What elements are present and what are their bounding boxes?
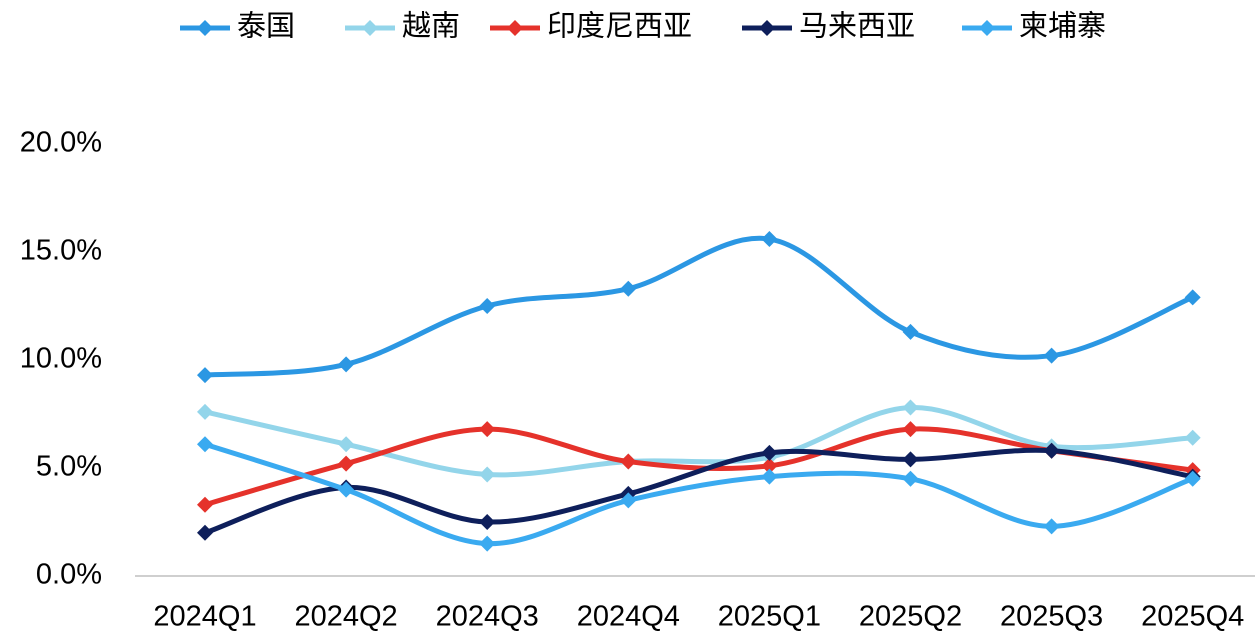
marker [761, 468, 778, 485]
x-tick-label: 2024Q3 [436, 601, 539, 633]
marker [479, 298, 496, 314]
marker [197, 496, 213, 513]
marker [197, 524, 213, 541]
y-tick-label: 10.0% [20, 343, 102, 375]
marker [761, 457, 778, 474]
legend-label: 印度尼西亚 [547, 10, 692, 43]
marker [197, 403, 213, 420]
marker [1184, 289, 1201, 306]
marker [338, 356, 355, 373]
marker [338, 455, 355, 472]
marker [479, 514, 496, 530]
legend-label: 柬埔寨 [1019, 10, 1106, 43]
marker [761, 444, 778, 461]
legend-marker [507, 20, 523, 36]
marker [1043, 518, 1060, 535]
legend-label: 泰国 [237, 10, 295, 43]
marker [620, 453, 637, 470]
legend-marker [759, 20, 775, 36]
x-tick-label: 2024Q2 [294, 601, 397, 633]
marker [902, 399, 919, 416]
marker [197, 367, 213, 384]
marker [1043, 442, 1060, 459]
legend-label: 越南 [402, 10, 460, 43]
marker [761, 231, 778, 248]
x-tick-label: 2024Q1 [153, 601, 256, 633]
y-tick-label: 20.0% [20, 127, 102, 159]
legend-marker [979, 20, 995, 36]
y-tick-label: 0.0% [36, 559, 102, 591]
legend-marker [197, 20, 213, 36]
legend-marker [362, 20, 378, 36]
x-tick-label: 2025Q2 [859, 601, 962, 633]
series-line [202, 447, 1196, 536]
marker [1184, 470, 1201, 487]
marker [479, 421, 496, 438]
marker [479, 466, 496, 483]
series-line [202, 426, 1196, 508]
marker [902, 470, 919, 487]
marker [620, 492, 637, 509]
marker [479, 535, 496, 552]
marker [1184, 429, 1201, 446]
marker [197, 436, 213, 453]
marker [902, 451, 919, 468]
legend-label: 马来西亚 [799, 11, 915, 43]
series-line [202, 405, 1196, 478]
marker [902, 421, 919, 438]
x-tick-label: 2025Q3 [1000, 601, 1103, 633]
marker [1043, 347, 1060, 364]
x-tick-label: 2025Q1 [718, 601, 821, 633]
y-tick-label: 15.0% [20, 235, 102, 267]
series-line [202, 441, 1196, 547]
y-tick-label: 5.0% [36, 451, 102, 483]
marker [338, 481, 355, 498]
marker [620, 280, 637, 297]
marker [902, 323, 919, 340]
series-line [202, 235, 1196, 378]
x-tick-label: 2024Q4 [577, 601, 680, 633]
marker [338, 436, 355, 453]
x-tick-label: 2025Q4 [1141, 601, 1244, 633]
